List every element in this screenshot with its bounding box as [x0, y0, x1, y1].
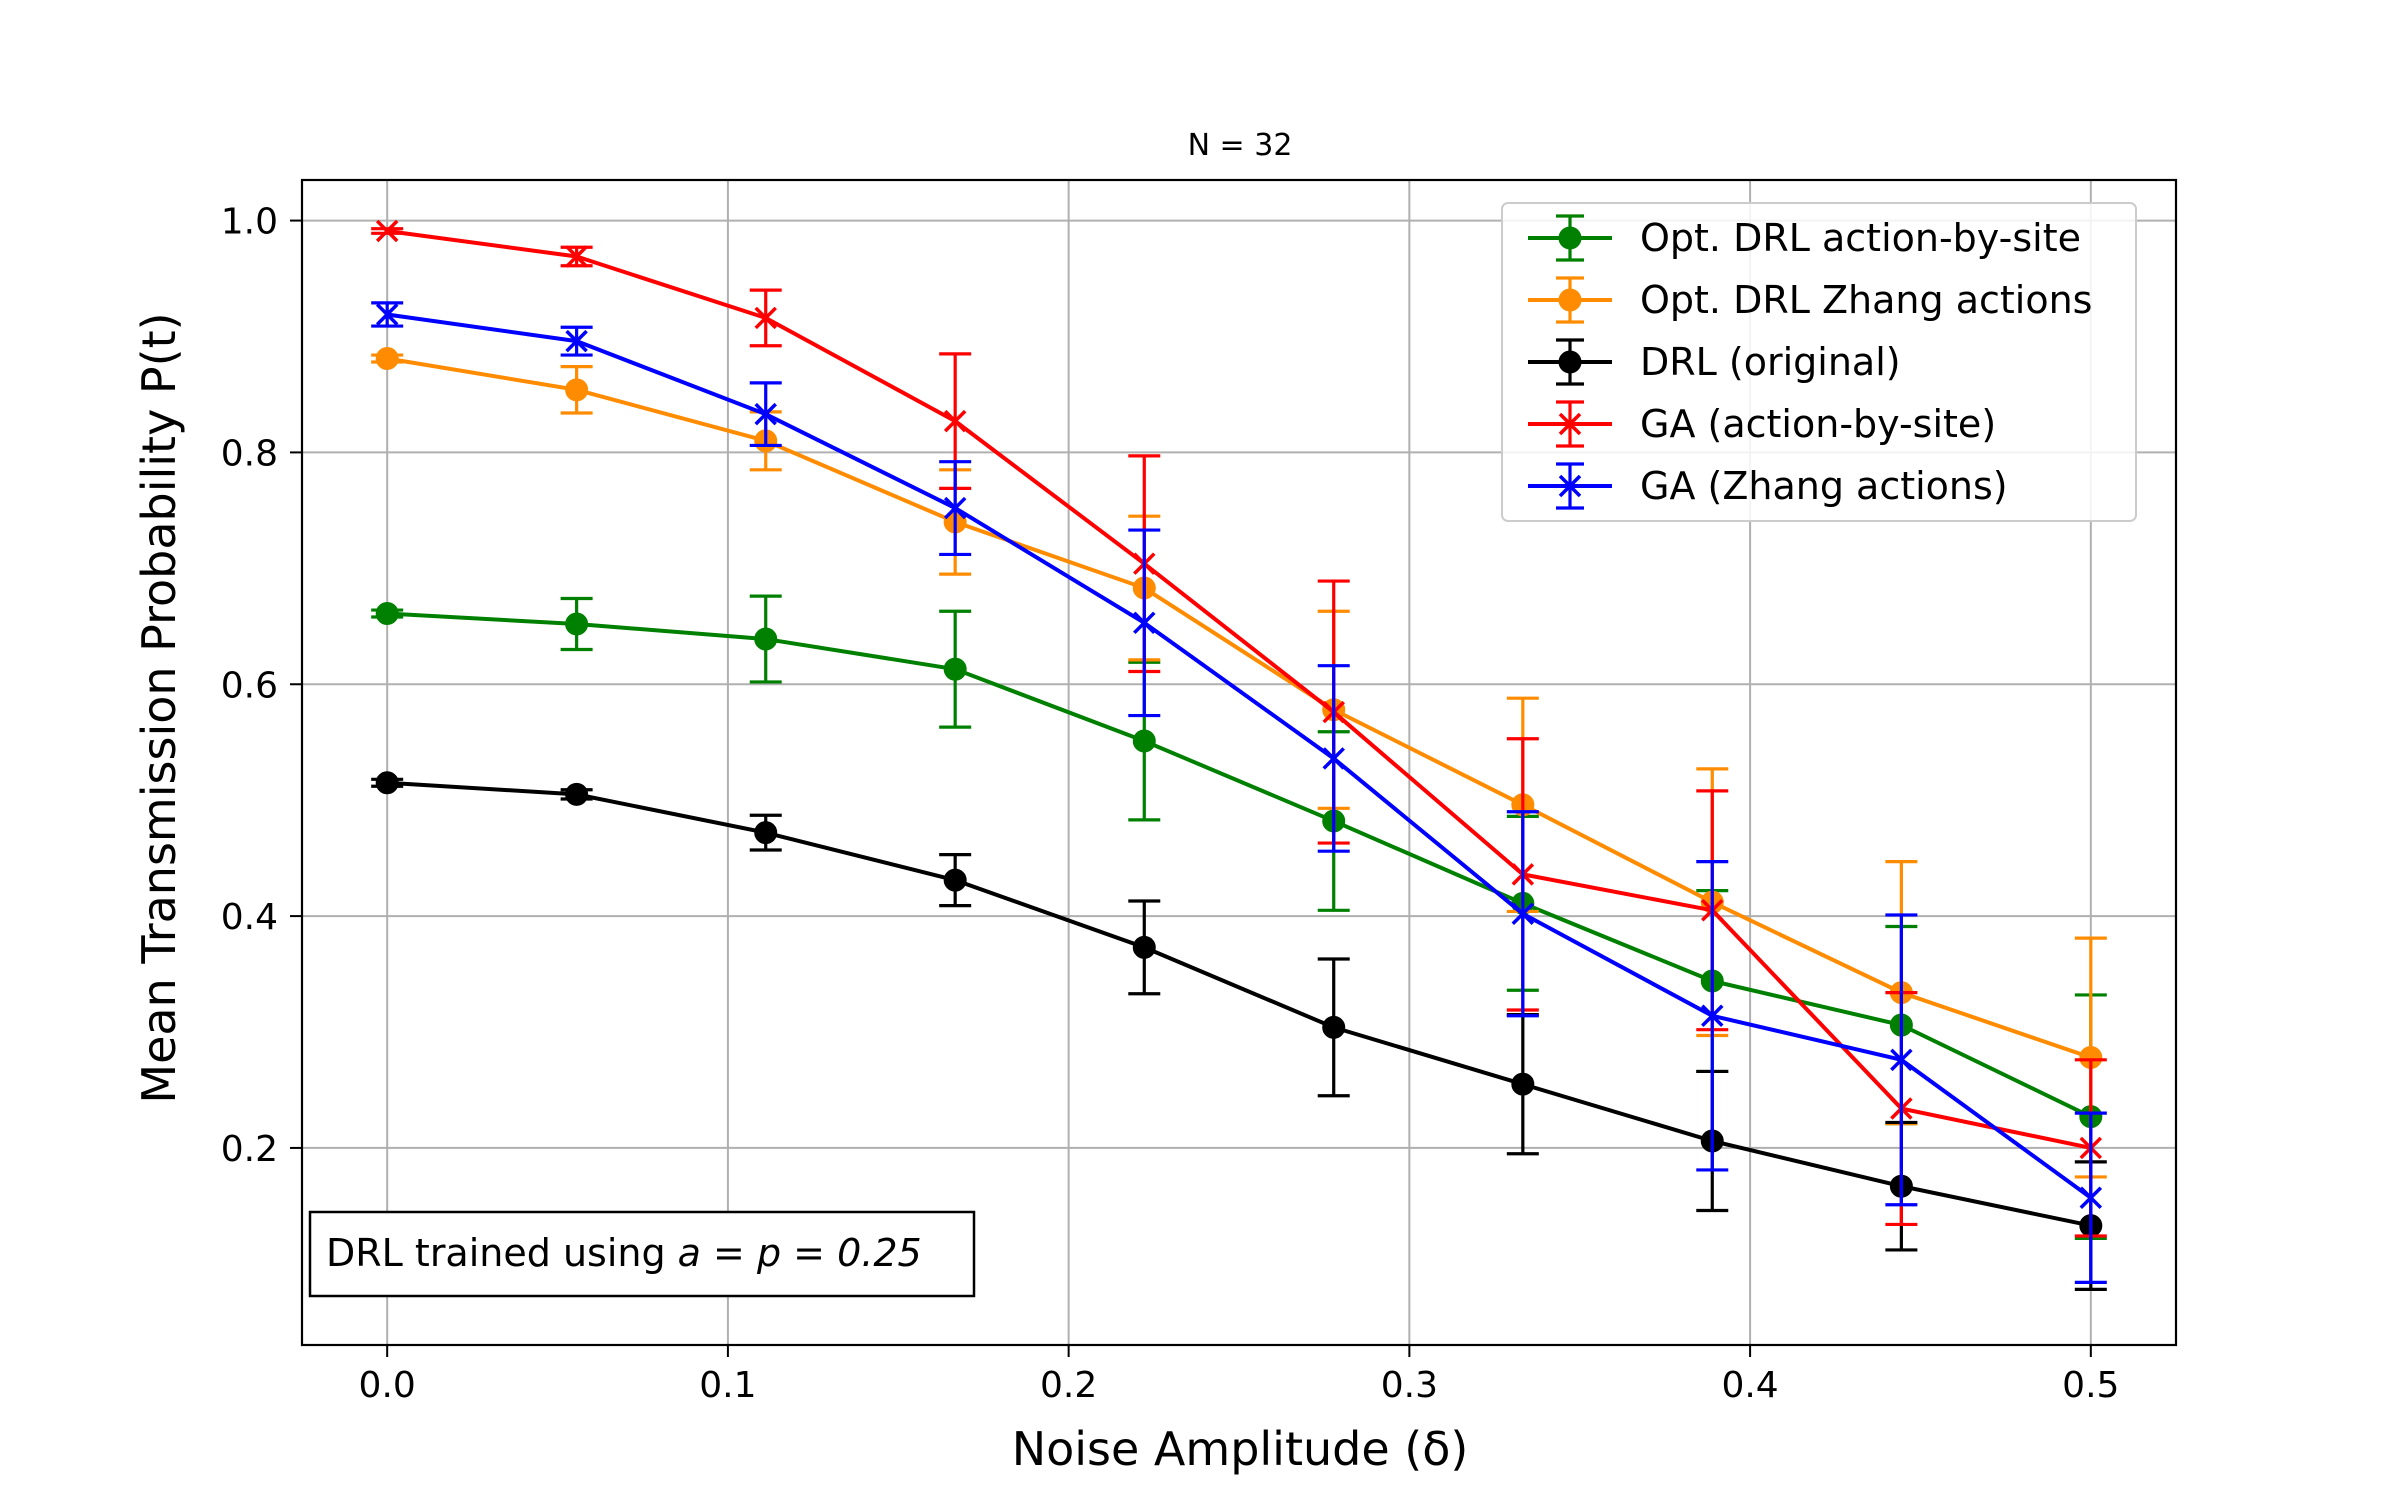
data-point [565, 245, 588, 268]
legend-label: GA (Zhang actions) [1640, 464, 2008, 508]
y-tick-label: 0.8 [221, 433, 278, 474]
data-point [565, 378, 589, 402]
data-point [943, 657, 967, 681]
series-line [386, 312, 2092, 1200]
data-point [375, 303, 399, 326]
y-axis-label: Mean Transmission Probability P(t) [132, 312, 186, 1103]
data-point [754, 402, 777, 426]
marker-stroke [1701, 1004, 1724, 1028]
data-point [1132, 729, 1156, 753]
data-point [1132, 935, 1156, 959]
annotation-text: DRL trained using a = p = 0.25 [326, 1231, 922, 1275]
data-point [565, 782, 589, 806]
marker-stroke [943, 409, 967, 433]
marker-stroke [1322, 747, 1345, 770]
x-tick-label: 0.1 [699, 1365, 756, 1406]
marker-stroke [2079, 1186, 2103, 1210]
y-tick-label: 1.0 [221, 202, 278, 243]
data-point [565, 612, 589, 636]
marker-stroke [565, 245, 588, 268]
legend-marker [1558, 350, 1582, 374]
marker-stroke [943, 496, 967, 520]
x-tick-label: 0.5 [2062, 1365, 2119, 1406]
legend-entry-1: Opt. DRL Zhang actions [1528, 276, 2092, 324]
y-tick-label: 0.2 [221, 1129, 278, 1170]
legend-label: DRL (original) [1640, 340, 1901, 384]
marker-stroke [1558, 412, 1582, 436]
data-point [754, 821, 778, 845]
marker-stroke [1890, 1048, 1913, 1072]
legend-entry-3: GA (action-by-site) [1528, 400, 1996, 448]
x-tick-label: 0.0 [359, 1365, 416, 1406]
data-point [943, 409, 967, 433]
axis-ticks: 0.0 0.1 0.2 0.3 0.4 0.5 0.2 0.4 0.6 0.8 1.0 [221, 202, 2120, 1406]
legend-marker [1558, 412, 1582, 436]
annotation-prefix: DRL trained using [326, 1231, 678, 1275]
legend-label: Opt. DRL Zhang actions [1640, 278, 2092, 322]
legend-marker [1558, 288, 1582, 312]
annotation-box: DRL trained using a = p = 0.25 [308, 1210, 976, 1298]
marker-stroke [1511, 902, 1535, 926]
data-point [2079, 1186, 2103, 1210]
legend-marker [1558, 226, 1582, 250]
series-line [386, 229, 2092, 1150]
legend-marker [1558, 474, 1582, 498]
annotation-frame [308, 1210, 976, 1298]
chart-title: N = 32 [1188, 128, 1293, 163]
marker-stroke [375, 219, 399, 243]
x-tick-label: 0.3 [1381, 1365, 1438, 1406]
data-point [1322, 747, 1345, 770]
y-tick-label: 0.4 [221, 897, 278, 938]
x-tick-label: 0.2 [1040, 1365, 1097, 1406]
legend-label: GA (action-by-site) [1640, 402, 1996, 446]
annotation-math: a = p = 0.25 [678, 1231, 922, 1275]
marker-stroke [1133, 611, 1156, 635]
y-tick-label: 0.6 [221, 665, 278, 706]
legend: Opt. DRL action-by-site Opt. DRL Zhang ac… [1501, 202, 2137, 522]
series-line [387, 611, 2092, 1119]
marker-stroke [565, 329, 588, 353]
series-layer [371, 219, 2107, 1291]
data-point [1701, 1004, 1724, 1028]
series-2 [371, 771, 2107, 1291]
legend-entry-4: GA (Zhang actions) [1528, 462, 2008, 510]
data-point [943, 496, 967, 520]
plot-frame [300, 178, 2178, 1347]
x-axis-label: Noise Amplitude (δ) [1012, 1422, 1469, 1476]
marker-stroke [754, 306, 777, 330]
x-tick-label: 0.4 [1721, 1365, 1778, 1406]
marker-stroke [1558, 474, 1582, 498]
legend-label: Opt. DRL action-by-site [1640, 216, 2081, 260]
marker-stroke [375, 303, 399, 326]
data-point [754, 306, 777, 330]
data-point [375, 771, 399, 795]
series-line [386, 356, 2092, 1060]
data-point [1511, 1072, 1535, 1096]
data-point [1890, 1048, 1913, 1072]
series-line [387, 780, 2092, 1228]
data-point [565, 329, 588, 353]
series-4 [371, 301, 2107, 1285]
data-point [754, 627, 778, 651]
data-point [943, 868, 967, 892]
data-point [375, 347, 399, 371]
data-point [1322, 1015, 1346, 1039]
data-point [375, 602, 399, 626]
data-point [1133, 611, 1156, 635]
data-point [375, 219, 399, 243]
marker-stroke [754, 402, 777, 426]
legend-entry-0: Opt. DRL action-by-site [1528, 214, 2081, 262]
legend-frame [1501, 202, 2137, 522]
data-point [1511, 902, 1535, 926]
legend-entry-2: DRL (original) [1528, 338, 1901, 386]
